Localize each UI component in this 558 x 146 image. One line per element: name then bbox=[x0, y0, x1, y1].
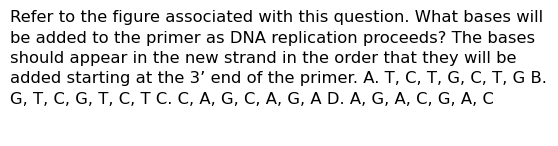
Text: Refer to the figure associated with this question. What bases will
be added to t: Refer to the figure associated with this… bbox=[10, 10, 547, 107]
